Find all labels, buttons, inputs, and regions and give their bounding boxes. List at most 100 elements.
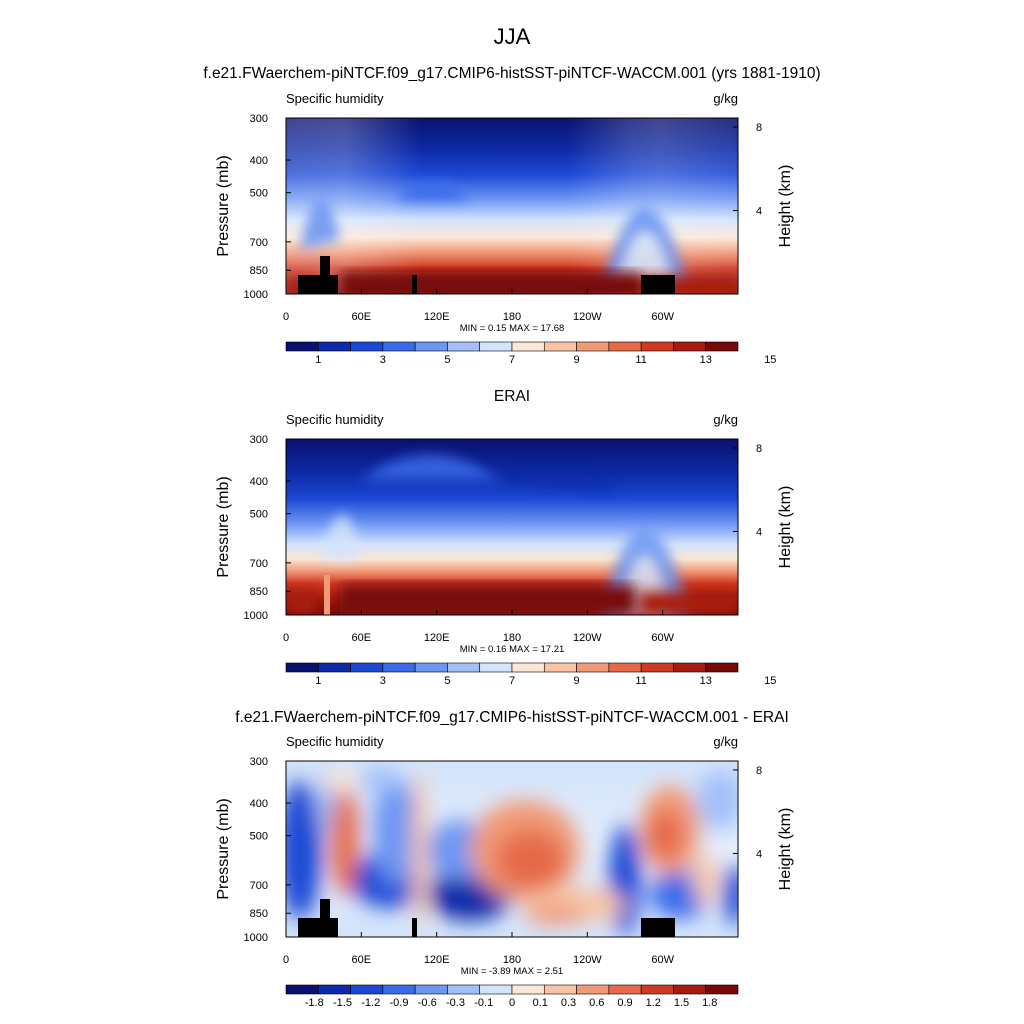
colorbar-label: 0.6 xyxy=(589,997,604,1009)
y-tick-label: 1000 xyxy=(244,289,268,301)
panel3-ylabel-right: Height (km) xyxy=(777,808,794,891)
colorbar-swatch xyxy=(608,662,642,673)
colorbar-label: 0 xyxy=(509,997,515,1009)
x-tick-label: 60W xyxy=(651,954,674,966)
colorbar-swatch xyxy=(414,662,448,673)
x-tick-label: 0 xyxy=(283,954,289,966)
x-tick-label: 180 xyxy=(503,311,521,323)
y-tick-label: 400 xyxy=(250,476,268,488)
panel1-ticks: 0 60E 120E 180 120W 60W 300 400 500 700 850 1000 8 4 xyxy=(244,113,763,323)
colorbar-swatch xyxy=(447,984,481,995)
colorbar-swatch xyxy=(317,341,351,352)
y-tick-label: 500 xyxy=(250,188,268,200)
panel3-left-label: Specific humidity xyxy=(286,734,384,749)
colorbar-label: 0.1 xyxy=(533,997,548,1009)
panel3-ylabel: Pressure (mb) xyxy=(215,798,232,899)
colorbar-swatch xyxy=(350,984,384,995)
y-tick-label: 500 xyxy=(250,509,268,521)
height-tick-label: 8 xyxy=(756,443,762,455)
colorbar-swatch xyxy=(350,662,384,673)
colorbar-swatch xyxy=(543,341,577,352)
colorbar-swatch xyxy=(673,341,707,352)
y-tick-label: 700 xyxy=(250,237,268,249)
panel1-title: f.e21.FWaerchem-piNTCF.f09_g17.CMIP6-his… xyxy=(203,65,820,82)
figure-title: JJA xyxy=(494,24,531,49)
panel1-left-label: Specific humidity xyxy=(286,91,384,106)
colorbar-swatch xyxy=(285,984,319,995)
panel3-topography xyxy=(298,899,675,937)
y-tick-label: 300 xyxy=(250,113,268,125)
colorbar-label: -0.1 xyxy=(474,997,493,1009)
y-tick-label: 850 xyxy=(250,908,268,920)
x-tick-label: 120E xyxy=(424,954,450,966)
panel2-minmax: MIN = 0.16 MAX = 17.21 xyxy=(460,644,565,655)
colorbar-label: 9 xyxy=(574,675,580,687)
colorbar-swatch xyxy=(382,341,416,352)
panel1-plot xyxy=(286,118,738,294)
panel3-right-label: g/kg xyxy=(713,734,738,749)
colorbar-label: 1.8 xyxy=(702,997,717,1009)
colorbar-swatch xyxy=(414,341,448,352)
colorbar-swatch xyxy=(640,662,674,673)
colorbar-label: 0.9 xyxy=(617,997,632,1009)
x-tick-label: 0 xyxy=(283,311,289,323)
colorbar-swatch xyxy=(640,341,674,352)
colorbar-label: 9 xyxy=(574,354,580,366)
colorbar-swatch xyxy=(705,662,739,673)
y-tick-label: 1000 xyxy=(244,932,268,944)
colorbar-label: -1.8 xyxy=(305,997,324,1009)
colorbar-label: 13 xyxy=(700,354,712,366)
y-tick-label: 700 xyxy=(250,558,268,570)
colorbar-label: 11 xyxy=(635,354,646,366)
colorbar-label: 13 xyxy=(700,675,712,687)
colorbar-label: 5 xyxy=(444,354,450,366)
panel3-colorbar: -1.8 -1.5 -1.2 -0.9 -0.6 -0.3 -0.1 0 0.1 0.3 0.6 0.… xyxy=(285,984,739,1009)
panel2-left-label: Specific humidity xyxy=(286,412,384,427)
panel2-title: ERAI xyxy=(494,388,530,405)
x-tick-label: 120W xyxy=(573,311,602,323)
panel1-colorbar: 1 3 5 7 9 11 13 15 xyxy=(285,341,776,366)
panel2-colorbar: 1 3 5 7 9 11 13 15 xyxy=(285,662,776,687)
y-tick-label: 300 xyxy=(250,756,268,768)
x-tick-label: 60W xyxy=(651,311,674,323)
y-tick-label: 300 xyxy=(250,434,268,446)
colorbar-swatch xyxy=(382,662,416,673)
panel2-ylabel-right: Height (km) xyxy=(777,486,794,569)
height-tick-label: 4 xyxy=(756,526,762,538)
y-tick-label: 500 xyxy=(250,831,268,843)
colorbar-label: -1.5 xyxy=(333,997,352,1009)
colorbar-label: 1.5 xyxy=(674,997,689,1009)
x-tick-label: 60E xyxy=(352,311,372,323)
colorbar-label: 15 xyxy=(764,354,776,366)
colorbar-swatch xyxy=(511,341,545,352)
colorbar-label: 3 xyxy=(380,354,386,366)
y-tick-label: 400 xyxy=(250,798,268,810)
y-tick-label: 1000 xyxy=(244,610,268,622)
x-tick-label: 120W xyxy=(573,954,602,966)
colorbar-swatch xyxy=(285,662,319,673)
colorbar-swatch xyxy=(543,984,577,995)
colorbar-swatch xyxy=(414,984,448,995)
x-tick-label: 0 xyxy=(283,632,289,644)
panel3-ticks: 0 60E 120E 180 120W 60W 300 400 500 700 850 1000 8 4 xyxy=(244,756,763,966)
colorbar-label: 5 xyxy=(444,675,450,687)
colorbar-label: 7 xyxy=(509,354,515,366)
colorbar-swatch xyxy=(673,984,707,995)
panel1-ylabel: Pressure (mb) xyxy=(215,155,232,256)
y-tick-label: 850 xyxy=(250,265,268,277)
colorbar-swatch xyxy=(511,662,545,673)
colorbar-swatch xyxy=(479,341,513,352)
y-tick-label: 850 xyxy=(250,586,268,598)
panel2-ticks: 0 60E 120E 180 120W 60W 300 400 500 700 850 1000 8 4 xyxy=(244,434,763,644)
x-tick-label: 120W xyxy=(573,632,602,644)
colorbar-swatch xyxy=(543,662,577,673)
y-tick-label: 400 xyxy=(250,155,268,167)
x-tick-label: 60E xyxy=(352,954,372,966)
panel1-ylabel-right: Height (km) xyxy=(777,165,794,248)
colorbar-swatch xyxy=(673,662,707,673)
colorbar-swatch xyxy=(285,341,319,352)
y-tick-label: 700 xyxy=(250,880,268,892)
height-tick-label: 4 xyxy=(756,205,762,217)
colorbar-label: 1.2 xyxy=(646,997,661,1009)
